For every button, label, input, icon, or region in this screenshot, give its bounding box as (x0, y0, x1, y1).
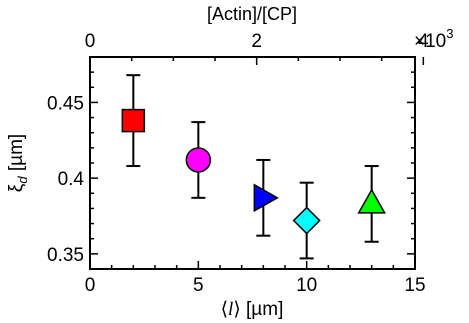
plot-frame (89, 56, 416, 270)
data-point-triangle-right (253, 158, 279, 237)
marker-circle (185, 147, 212, 173)
data-point-square (121, 74, 146, 168)
marker-triangle-right (253, 183, 279, 213)
data-points (121, 74, 386, 260)
x-tick-label: 15 (404, 275, 425, 296)
y-axis-title: ξd [µm] (6, 134, 30, 192)
data-point-circle (185, 121, 212, 199)
axis-ticks (89, 56, 425, 270)
top-tick-label: 4 (418, 31, 429, 52)
x-tick-label: 0 (85, 275, 96, 296)
data-point-triangle-up (357, 165, 386, 243)
top-axis-multiplier: ×103 (414, 26, 453, 52)
x-tick-label: 5 (193, 275, 204, 296)
x-axis-title-top: [Actin]/[CP] (207, 4, 297, 24)
y-tick-label: 0.35 (47, 245, 84, 266)
tick-labels: 0 5 10 15 0 2 4 0.35 0.4 0.45 (47, 31, 429, 296)
y-tick-label: 0.45 (47, 93, 84, 114)
x-tick-label: 10 (296, 275, 317, 296)
y-tick-label: 0.4 (58, 169, 85, 190)
x-axis-title-bottom: ⟨l⟩ [µm] (221, 299, 284, 320)
top-tick-label: 2 (251, 31, 262, 52)
marker-diamond (292, 206, 321, 235)
marker-triangle-up (357, 188, 386, 214)
top-tick-label: 0 (85, 31, 96, 52)
data-point-diamond (292, 181, 321, 260)
marker-square (121, 108, 146, 133)
